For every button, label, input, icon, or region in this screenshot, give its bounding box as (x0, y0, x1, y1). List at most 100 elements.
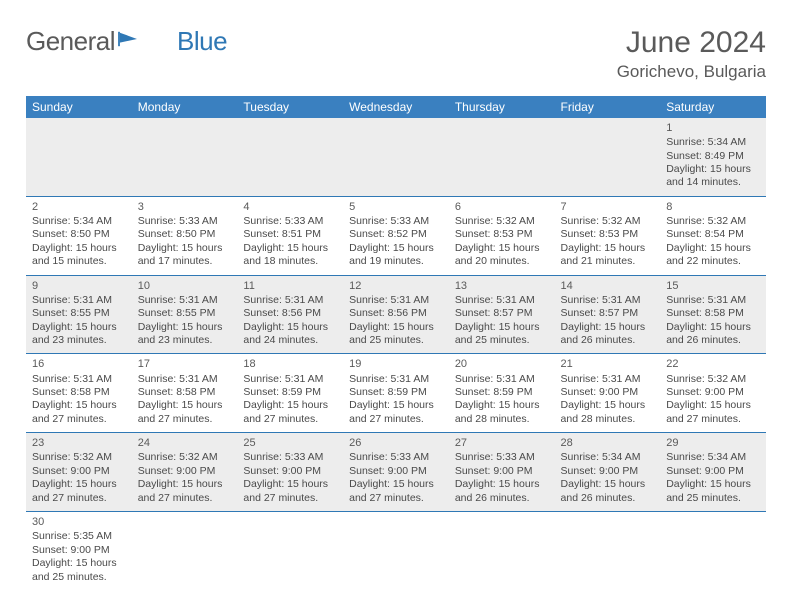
calendar-day-cell: 11Sunrise: 5:31 AMSunset: 8:56 PMDayligh… (237, 275, 343, 354)
weekday-header-row: Sunday Monday Tuesday Wednesday Thursday… (26, 96, 766, 118)
day-info-line: Sunset: 8:53 PM (455, 228, 549, 241)
calendar-day-cell: 1Sunrise: 5:34 AMSunset: 8:49 PMDaylight… (660, 118, 766, 196)
day-number: 21 (561, 357, 655, 371)
calendar-day-cell (343, 512, 449, 590)
calendar-day-cell (237, 512, 343, 590)
day-info-line: and 27 minutes. (349, 492, 443, 505)
logo: General Blue (26, 26, 227, 57)
day-info-line: Sunrise: 5:35 AM (32, 530, 126, 543)
day-info-line: Sunrise: 5:31 AM (455, 294, 549, 307)
day-info-line: Sunset: 8:57 PM (455, 307, 549, 320)
weekday-header: Thursday (449, 96, 555, 118)
day-info-line: Sunset: 8:59 PM (243, 386, 337, 399)
calendar-day-cell (555, 118, 661, 196)
day-info-line: Sunrise: 5:34 AM (666, 451, 760, 464)
day-info-line: Sunrise: 5:33 AM (243, 215, 337, 228)
day-info-line: Sunset: 8:49 PM (666, 150, 760, 163)
day-info-line: Daylight: 15 hours (666, 163, 760, 176)
weekday-header: Friday (555, 96, 661, 118)
day-info-line: Sunset: 9:00 PM (32, 544, 126, 557)
day-info-line: Daylight: 15 hours (561, 242, 655, 255)
day-info-line: Daylight: 15 hours (32, 399, 126, 412)
calendar-day-cell: 3Sunrise: 5:33 AMSunset: 8:50 PMDaylight… (132, 196, 238, 275)
day-info-line: Daylight: 15 hours (243, 399, 337, 412)
day-info-line: and 27 minutes. (243, 492, 337, 505)
calendar-page: General Blue June 2024 Gorichevo, Bulgar… (0, 0, 792, 590)
calendar-day-cell: 14Sunrise: 5:31 AMSunset: 8:57 PMDayligh… (555, 275, 661, 354)
day-info-line: Sunset: 8:54 PM (666, 228, 760, 241)
calendar-week-row: 2Sunrise: 5:34 AMSunset: 8:50 PMDaylight… (26, 196, 766, 275)
calendar-day-cell: 24Sunrise: 5:32 AMSunset: 9:00 PMDayligh… (132, 433, 238, 512)
day-info-line: Sunrise: 5:34 AM (561, 451, 655, 464)
day-info-line: Sunset: 8:50 PM (138, 228, 232, 241)
calendar-day-cell: 17Sunrise: 5:31 AMSunset: 8:58 PMDayligh… (132, 354, 238, 433)
day-number: 25 (243, 436, 337, 450)
day-info-line: and 15 minutes. (32, 255, 126, 268)
calendar-day-cell: 23Sunrise: 5:32 AMSunset: 9:00 PMDayligh… (26, 433, 132, 512)
day-info-line: and 25 minutes. (32, 571, 126, 584)
day-info-line: Daylight: 15 hours (32, 478, 126, 491)
day-info-line: Sunrise: 5:33 AM (455, 451, 549, 464)
day-info-line: and 27 minutes. (138, 492, 232, 505)
calendar-day-cell: 18Sunrise: 5:31 AMSunset: 8:59 PMDayligh… (237, 354, 343, 433)
calendar-day-cell: 30Sunrise: 5:35 AMSunset: 9:00 PMDayligh… (26, 512, 132, 590)
day-info-line: Daylight: 15 hours (243, 321, 337, 334)
day-info-line: Sunrise: 5:31 AM (666, 294, 760, 307)
day-info-line: and 23 minutes. (32, 334, 126, 347)
weekday-header: Wednesday (343, 96, 449, 118)
day-info-line: Sunset: 8:56 PM (243, 307, 337, 320)
day-info-line: Sunrise: 5:33 AM (243, 451, 337, 464)
calendar-body: 1Sunrise: 5:34 AMSunset: 8:49 PMDaylight… (26, 118, 766, 590)
logo-flag-icon (117, 24, 139, 55)
day-number: 17 (138, 357, 232, 371)
day-info-line: Sunrise: 5:31 AM (455, 373, 549, 386)
day-info-line: and 22 minutes. (666, 255, 760, 268)
month-title: June 2024 (617, 26, 766, 60)
day-info-line: Daylight: 15 hours (561, 321, 655, 334)
calendar-day-cell: 27Sunrise: 5:33 AMSunset: 9:00 PMDayligh… (449, 433, 555, 512)
day-number: 30 (32, 515, 126, 529)
day-info-line: Sunset: 9:00 PM (243, 465, 337, 478)
day-info-line: Sunrise: 5:31 AM (561, 373, 655, 386)
day-number: 11 (243, 279, 337, 293)
day-info-line: Sunrise: 5:31 AM (561, 294, 655, 307)
day-info-line: Sunset: 8:53 PM (561, 228, 655, 241)
day-info-line: Sunset: 8:57 PM (561, 307, 655, 320)
day-info-line: Sunrise: 5:31 AM (138, 294, 232, 307)
day-info-line: Sunset: 9:00 PM (349, 465, 443, 478)
day-info-line: and 25 minutes. (349, 334, 443, 347)
day-number: 14 (561, 279, 655, 293)
day-info-line: and 27 minutes. (138, 413, 232, 426)
calendar-day-cell: 7Sunrise: 5:32 AMSunset: 8:53 PMDaylight… (555, 196, 661, 275)
day-info-line: and 14 minutes. (666, 176, 760, 189)
day-info-line: and 26 minutes. (455, 492, 549, 505)
day-info-line: and 26 minutes. (561, 334, 655, 347)
day-info-line: Daylight: 15 hours (349, 399, 443, 412)
calendar-week-row: 30Sunrise: 5:35 AMSunset: 9:00 PMDayligh… (26, 512, 766, 590)
title-block: June 2024 Gorichevo, Bulgaria (617, 26, 766, 82)
day-info-line: and 28 minutes. (455, 413, 549, 426)
calendar-day-cell: 28Sunrise: 5:34 AMSunset: 9:00 PMDayligh… (555, 433, 661, 512)
day-number: 1 (666, 121, 760, 135)
calendar-day-cell (237, 118, 343, 196)
day-number: 27 (455, 436, 549, 450)
day-info-line: Sunset: 8:58 PM (32, 386, 126, 399)
calendar-day-cell: 21Sunrise: 5:31 AMSunset: 9:00 PMDayligh… (555, 354, 661, 433)
day-info-line: Daylight: 15 hours (32, 242, 126, 255)
day-info-line: Sunset: 8:55 PM (32, 307, 126, 320)
day-info-line: and 21 minutes. (561, 255, 655, 268)
day-info-line: and 26 minutes. (561, 492, 655, 505)
location: Gorichevo, Bulgaria (617, 62, 766, 82)
calendar-day-cell: 10Sunrise: 5:31 AMSunset: 8:55 PMDayligh… (132, 275, 238, 354)
day-info-line: Sunrise: 5:32 AM (666, 373, 760, 386)
day-info-line: Daylight: 15 hours (349, 478, 443, 491)
day-info-line: Daylight: 15 hours (32, 321, 126, 334)
day-info-line: Daylight: 15 hours (455, 478, 549, 491)
day-number: 16 (32, 357, 126, 371)
day-info-line: Sunset: 8:58 PM (666, 307, 760, 320)
day-info-line: and 25 minutes. (666, 492, 760, 505)
calendar-table: Sunday Monday Tuesday Wednesday Thursday… (26, 96, 766, 590)
day-info-line: Daylight: 15 hours (138, 321, 232, 334)
day-number: 4 (243, 200, 337, 214)
day-number: 6 (455, 200, 549, 214)
